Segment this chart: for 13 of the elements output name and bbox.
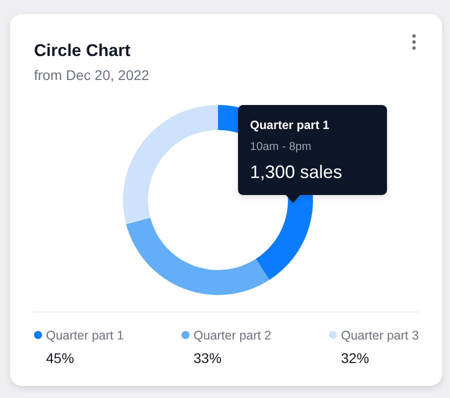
text: Quarter part 1 — [250, 118, 330, 132]
chart-title: Circle Chart — [34, 41, 131, 60]
chart-subtitle: from Dec 20, 2022 — [34, 67, 150, 83]
legend-label: Quarter part 3 — [341, 328, 419, 342]
donut-slice — [123, 105, 218, 224]
data-label: 33% — [194, 350, 222, 366]
legend-label: Quarter part 1 — [46, 328, 124, 342]
data-label: 32% — [341, 350, 370, 366]
data-label: 45% — [46, 350, 74, 366]
text: 10am - 8pm — [250, 141, 312, 153]
legend-label: Quarter part 2 — [194, 328, 272, 342]
text: 1,300 sales — [250, 162, 342, 182]
donut-slice — [126, 218, 270, 295]
